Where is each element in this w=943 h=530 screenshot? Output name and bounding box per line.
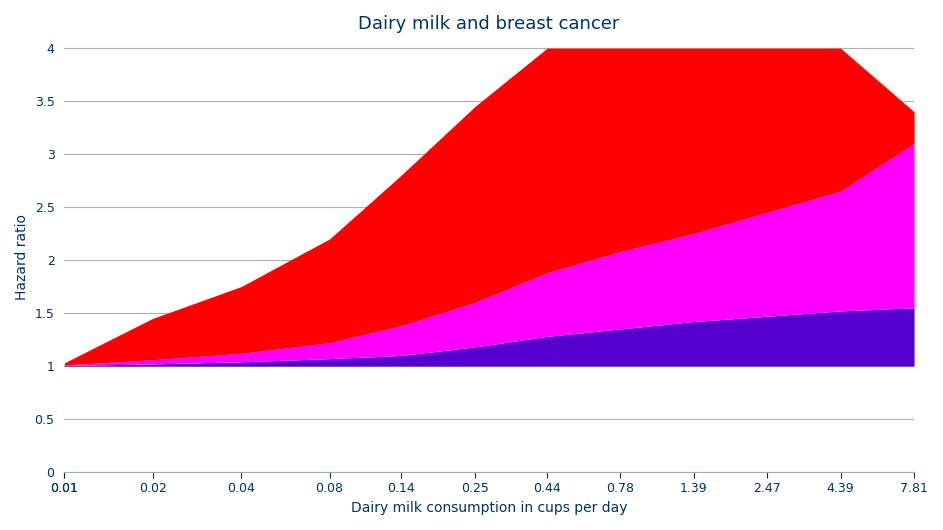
Y-axis label: Hazard ratio: Hazard ratio: [15, 215, 29, 301]
Title: Dairy milk and breast cancer: Dairy milk and breast cancer: [358, 15, 620, 33]
X-axis label: Dairy milk consumption in cups per day: Dairy milk consumption in cups per day: [351, 501, 627, 515]
